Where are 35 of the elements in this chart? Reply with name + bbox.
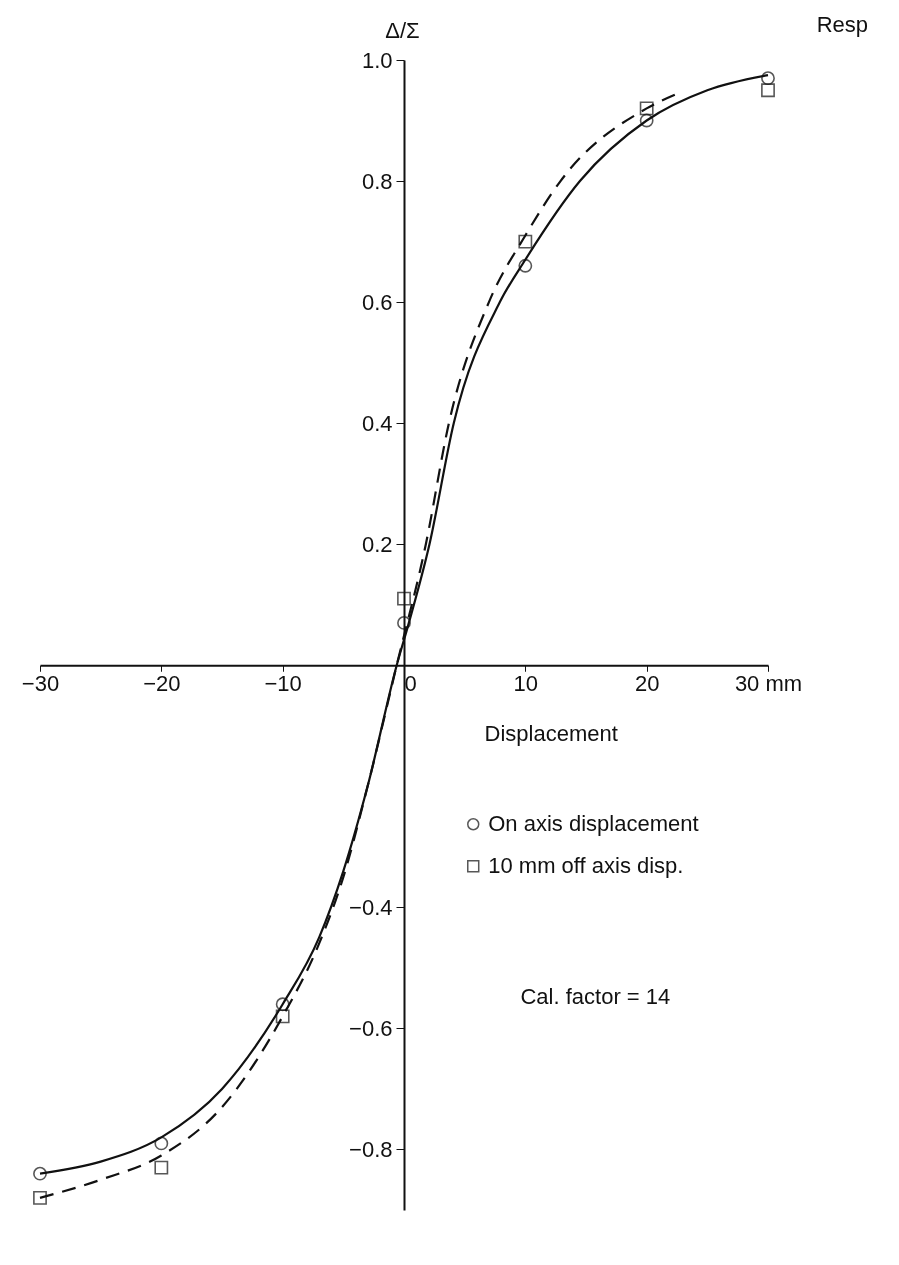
y-tick-label: 0.4 [361,410,393,436]
y-tick-label: 0.8 [361,168,393,194]
point [639,101,654,116]
y-axis-title: Δ/Σ [385,17,420,43]
point [518,234,533,249]
point [397,591,411,606]
y-tick-label: −0.6 [349,1015,393,1041]
point [33,1190,47,1205]
point [761,83,775,98]
x-tick-label: −30 [21,670,60,696]
x-axis-title: Displacement [484,720,618,746]
y-tick-label: 1.0 [361,47,393,73]
x-tick-label: −10 [264,670,302,696]
point [275,997,290,1012]
x-tick-label: 0 [404,670,417,696]
x-tick-label: 20 [634,670,660,696]
legend-label: 10 mm off axis disp. [488,853,684,879]
point [397,615,411,630]
point [275,1009,290,1024]
point [154,1160,169,1175]
y-tick-label: −0.4 [349,894,393,920]
x-tick-label: 30 mm [734,670,803,696]
point [639,113,654,128]
point [33,1166,47,1181]
point [518,258,533,273]
legend-label: On axis displacement [488,811,699,837]
x-tick-label: −20 [143,670,181,696]
y-tick-label: 0.6 [361,289,393,315]
y-tick-label: −0.8 [349,1136,393,1162]
text: Resp [816,12,868,37]
y-tick-label: 0.2 [361,531,393,557]
point [154,1136,169,1151]
annotation: Cal. factor = 14 [520,984,671,1010]
point [761,71,775,86]
x-tick-label: 10 [513,670,539,696]
